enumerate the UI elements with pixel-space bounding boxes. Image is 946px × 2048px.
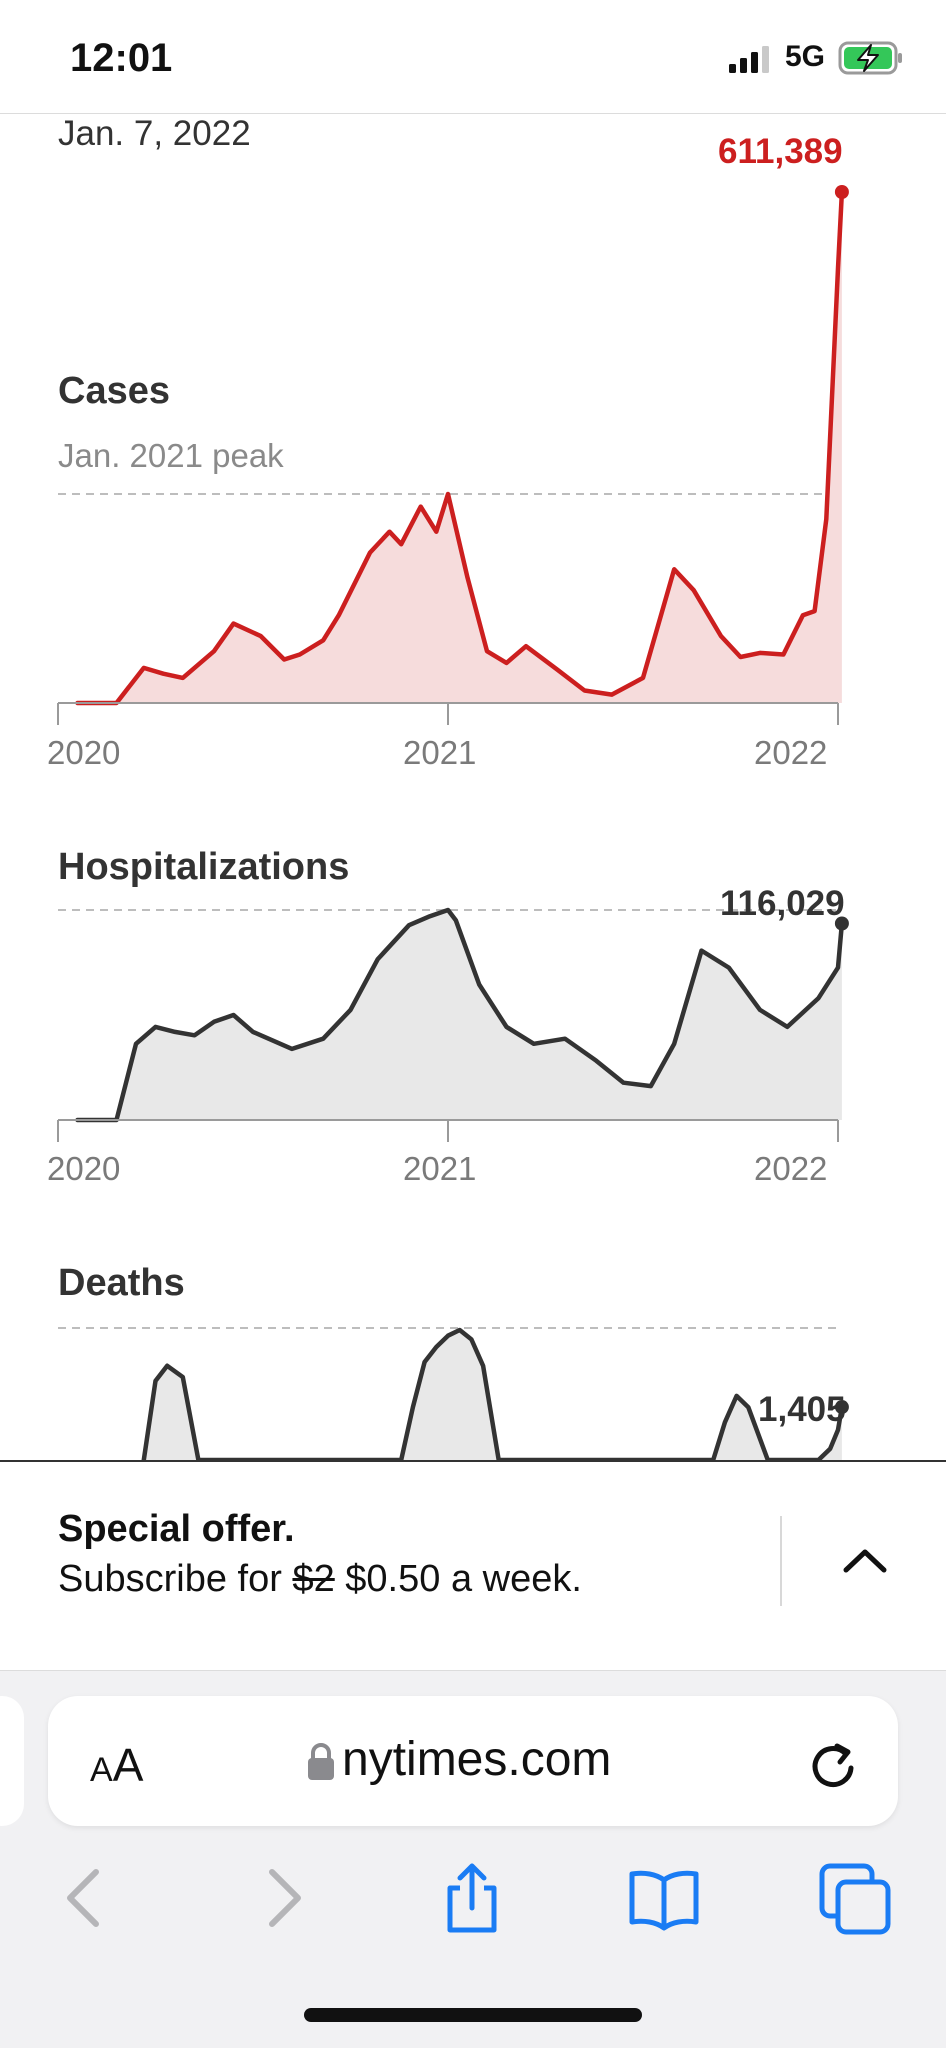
status-time: 12:01 — [70, 36, 173, 80]
aa-large-letter: A — [112, 1739, 144, 1791]
battery-charging-icon — [838, 41, 902, 75]
reader-options-button[interactable]: AA — [90, 1738, 143, 1792]
series-area — [77, 192, 842, 703]
share-icon[interactable] — [434, 1860, 510, 1936]
hospitalizations-latest-value: 116,029 — [720, 884, 845, 923]
chevron-up-icon[interactable] — [820, 1512, 910, 1612]
latest-point — [834, 916, 849, 931]
offer-text-prefix: Subscribe for — [58, 1558, 293, 1600]
hosp-x-tick-2022: 2022 — [754, 1150, 828, 1187]
bookmarks-icon[interactable] — [626, 1860, 702, 1936]
aa-small-letter: A — [90, 1751, 113, 1789]
deaths-latest-value: 1,405 — [758, 1390, 846, 1429]
offer-title: Special offer. — [58, 1508, 295, 1550]
charts-canvas — [57, 185, 849, 1460]
deaths-chart — [58, 1327, 849, 1460]
forward-icon[interactable] — [244, 1860, 320, 1936]
offer-divider — [780, 1516, 782, 1606]
cases-peak-annotation: Jan. 2021 peak — [58, 437, 284, 474]
cases-x-tick-2020: 2020 — [47, 734, 121, 771]
hosp-x-tick-2021: 2021 — [403, 1150, 477, 1187]
reload-icon[interactable] — [806, 1738, 860, 1792]
url-text[interactable]: nytimes.com — [342, 1733, 612, 1786]
offer-old-price: $2 — [292, 1558, 335, 1600]
series-line — [75, 907, 845, 1123]
latest-point — [834, 1400, 849, 1415]
special-offer-banner[interactable]: Special offer. Subscribe for $2 $0.50 a … — [0, 1460, 946, 1670]
series-line — [141, 1327, 845, 1460]
tabs-icon[interactable] — [818, 1860, 894, 1936]
back-icon[interactable] — [48, 1860, 124, 1936]
cases-title: Cases — [58, 370, 170, 412]
offer-text: Subscribe for $2 $0.50 a week. — [58, 1558, 582, 1601]
series-area — [77, 910, 842, 1120]
hosp-x-tick-2020: 2020 — [47, 1150, 121, 1187]
hospitalizations-chart — [57, 907, 849, 1142]
chart-date: Jan. 7, 2022 — [58, 114, 251, 153]
deaths-title: Deaths — [58, 1262, 185, 1304]
cases-x-tick-2022: 2022 — [754, 734, 828, 771]
cases-chart — [57, 185, 849, 725]
lock-icon — [308, 1743, 334, 1780]
network-type: 5G — [785, 40, 826, 73]
cases-latest-value: 611,389 — [718, 132, 843, 171]
latest-point — [834, 185, 849, 199]
cases-x-tick-2021: 2021 — [403, 734, 477, 771]
series-line — [75, 189, 845, 706]
status-bar: 12:01 5G — [0, 0, 946, 114]
home-indicator — [304, 2008, 642, 2022]
offer-text-suffix: $0.50 a week. — [334, 1558, 582, 1600]
signal-icon — [729, 46, 769, 73]
address-bar[interactable] — [48, 1696, 898, 1826]
previous-tab-edge[interactable] — [0, 1696, 24, 1826]
hospitalizations-title: Hospitalizations — [58, 846, 350, 888]
